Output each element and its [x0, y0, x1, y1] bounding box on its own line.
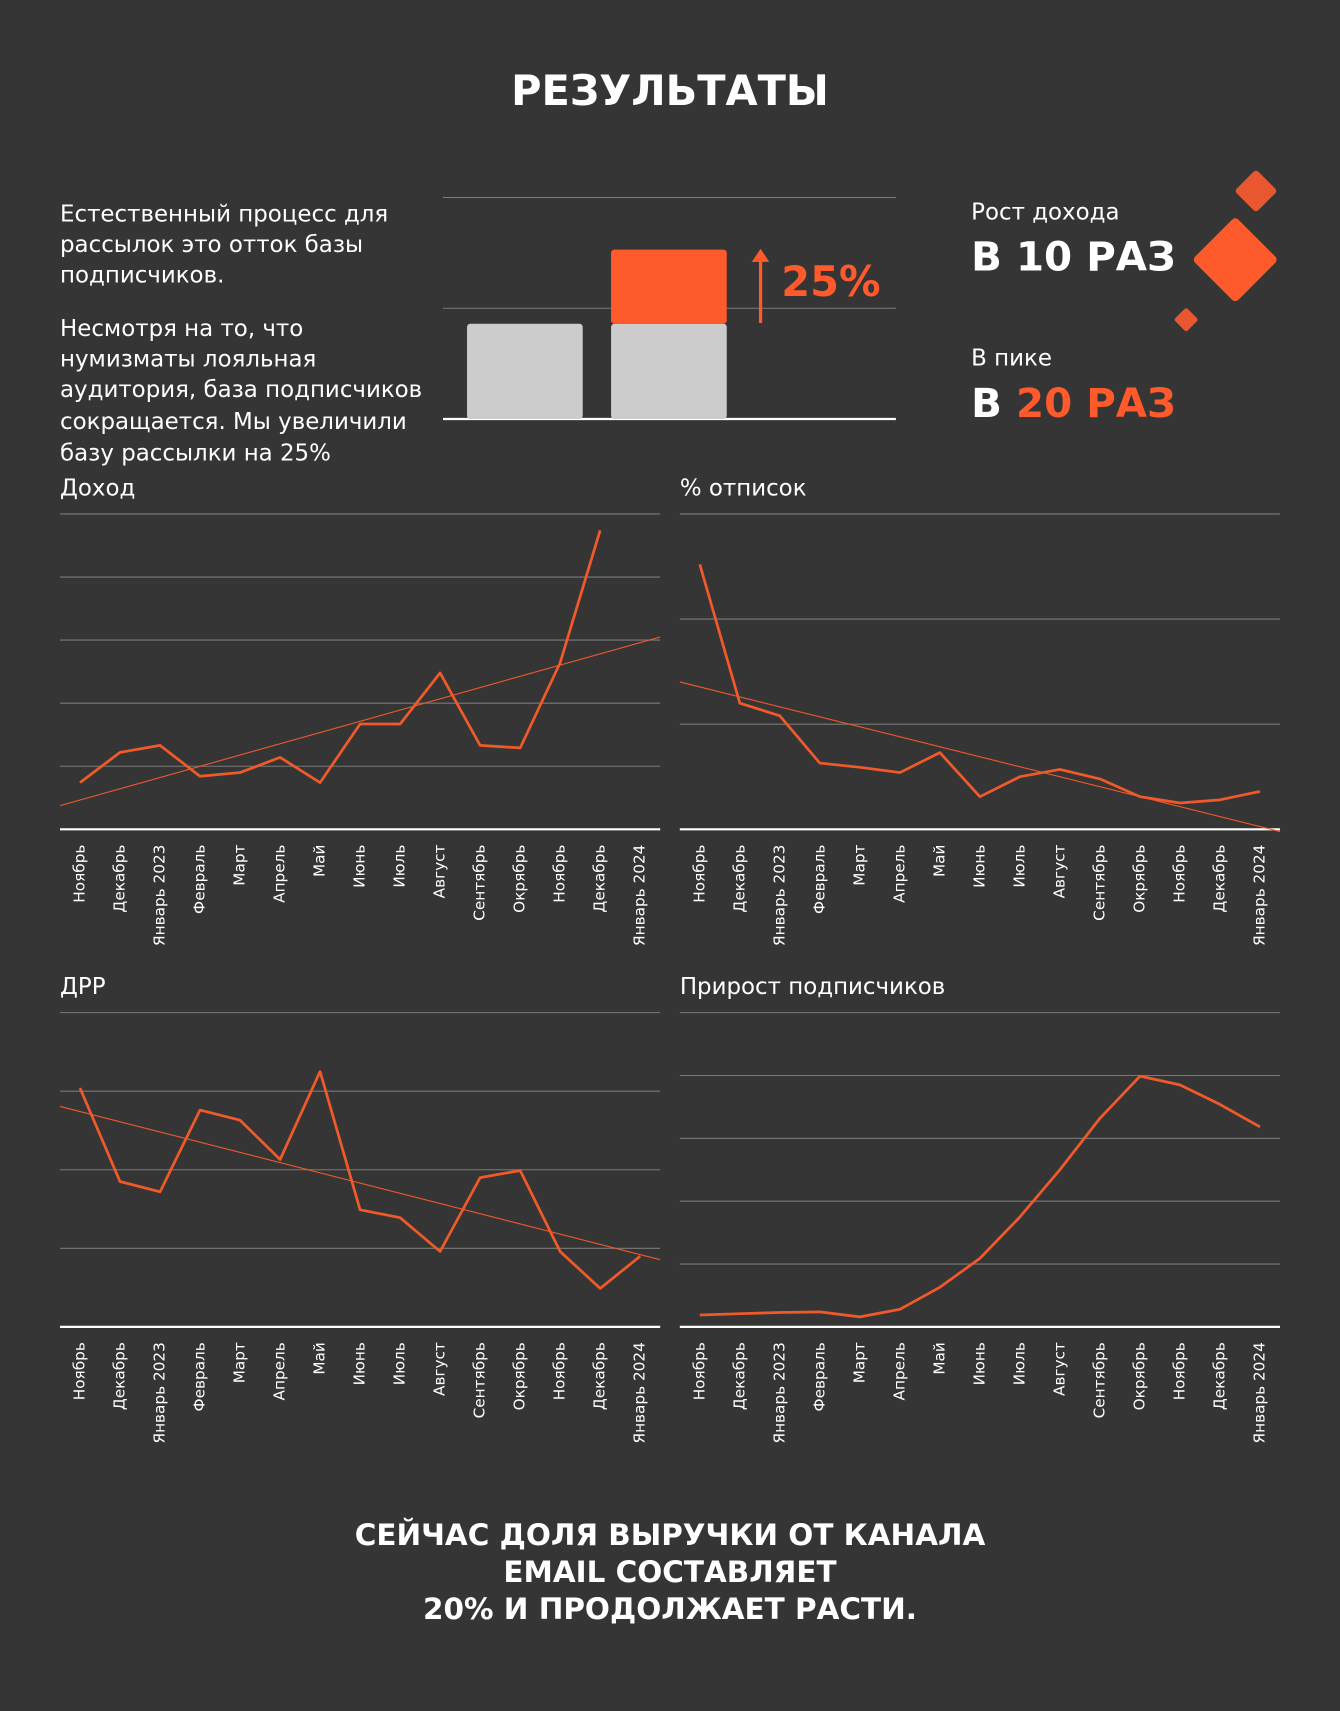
annotation: 25% [781, 258, 880, 306]
x-tick-label: Январь 2024 [631, 1342, 649, 1443]
data-line [79, 529, 602, 784]
x-tick-label: Июнь [351, 845, 369, 888]
x-tick-label: Август [1050, 1342, 1068, 1396]
arrow-head [751, 248, 770, 262]
intro-line: Несмотря на то, что [60, 316, 303, 342]
chart-title: Прирост подписчиков [680, 974, 945, 1000]
x-tick-label: Август [1050, 844, 1068, 898]
x-tick-label: Декабрь [730, 845, 748, 913]
x-tick-label: Февраль [810, 1342, 828, 1411]
x-tick-label: Август [431, 844, 449, 898]
x-tick-label: Июль [1010, 845, 1028, 888]
x-tick-label: Декабрь [1210, 845, 1228, 913]
chart-title: % отписок [680, 475, 807, 501]
x-tick-label: Декабрь [111, 1342, 129, 1410]
data-line [698, 563, 1261, 805]
x-tick-label: Апрель [890, 1342, 908, 1400]
footer-line: СЕЙЧАС ДОЛЯ ВЫРУЧКИ ОТ КАНАЛА [355, 1517, 986, 1552]
bar-segment [611, 323, 727, 420]
intro-line: рассылок это отток базы [60, 232, 363, 258]
page-title: РЕЗУЛЬТАТЫ [511, 67, 829, 115]
x-tick-label: Май [930, 1342, 948, 1374]
x-tick-label: Февраль [191, 845, 209, 914]
diamond-decoration [1193, 218, 1277, 302]
x-tick-label: Июнь [351, 1342, 369, 1385]
x-tick-label: Сентябрь [1090, 1342, 1108, 1418]
x-tick-label: Февраль [810, 845, 828, 914]
intro-line: сокращается. Мы увеличили [60, 409, 407, 435]
trend-line [679, 681, 1281, 833]
x-tick-label: Апрель [271, 1342, 289, 1400]
x-tick-label: Январь 2024 [1250, 845, 1268, 946]
x-tick-label: Окрябрь [1130, 845, 1148, 913]
peak-value-line: В 20 РАЗ [971, 380, 1176, 427]
x-tick-label: Июль [391, 845, 409, 888]
x-tick-label: Февраль [191, 1342, 209, 1411]
trend-line [59, 636, 661, 807]
x-tick-label: Окрябрь [511, 1342, 529, 1410]
intro-line: аудитория, база подписчиков [60, 377, 422, 403]
x-tick-label: Сентябрь [471, 1342, 489, 1418]
x-tick-label: Май [930, 845, 948, 877]
x-tick-label: Ноябрь [690, 845, 708, 903]
x-tick-label: Апрель [271, 845, 289, 903]
x-tick-label: Март [231, 1342, 249, 1383]
x-tick-label: Декабрь [1210, 1342, 1228, 1410]
x-tick-label: Декабрь [591, 845, 609, 913]
x-tick-label: Ноябрь [71, 845, 89, 903]
intro-line: нумизматы лояльная [60, 347, 316, 373]
x-tick-label: Январь 2023 [770, 845, 788, 946]
x-tick-label: Апрель [890, 845, 908, 903]
x-tick-label: Май [311, 1342, 329, 1374]
peak-label: В пике [971, 346, 1052, 372]
x-tick-label: Ноябрь [551, 1342, 569, 1400]
bar-segment [611, 249, 727, 324]
x-tick-label: Март [850, 844, 868, 885]
x-tick-label: Ноябрь [551, 845, 569, 903]
x-tick-label: Декабрь [730, 1342, 748, 1410]
x-tick-label: Ноябрь [690, 1342, 708, 1400]
peak-prefix: В [971, 380, 1002, 427]
footer-line: EMAIL СОСТАВЛЯЕТ [503, 1555, 836, 1589]
data-line [78, 1070, 642, 1290]
x-tick-label: Сентябрь [1090, 845, 1108, 921]
trend-line [59, 1105, 661, 1261]
footer-line: 20% И ПРОДОЛЖАЕТ РАСТИ. [423, 1592, 917, 1626]
diamond-decoration [1174, 308, 1198, 332]
x-tick-label: Июнь [970, 1342, 988, 1385]
data-line [699, 1074, 1261, 1319]
x-tick-label: Июль [391, 1342, 409, 1385]
x-tick-label: Май [311, 845, 329, 877]
growth-value: В 10 РАЗ [971, 234, 1176, 281]
x-tick-label: Январь 2023 [151, 845, 169, 946]
x-tick-label: Сентябрь [471, 845, 489, 921]
x-tick-label: Январь 2024 [631, 845, 649, 946]
x-tick-label: Июнь [970, 845, 988, 888]
x-tick-label: Декабрь [111, 845, 129, 913]
chart-title: Доход [60, 475, 135, 501]
growth-label: Рост дохода [971, 199, 1119, 225]
x-tick-label: Ноябрь [1170, 1342, 1188, 1400]
x-tick-label: Январь 2023 [151, 1342, 169, 1443]
intro-line: Естественный процесс для [60, 201, 388, 227]
bar-segment [467, 323, 583, 420]
x-tick-label: Ноябрь [1170, 845, 1188, 903]
x-tick-label: Декабрь [591, 1342, 609, 1410]
x-tick-label: Июль [1010, 1342, 1028, 1385]
x-tick-label: Ноябрь [71, 1342, 89, 1400]
x-tick-label: Окрябрь [511, 845, 529, 913]
intro-line: подписчиков. [60, 263, 224, 289]
peak-value: 20 РАЗ [1016, 380, 1176, 427]
x-tick-label: Март [850, 1342, 868, 1383]
x-tick-label: Январь 2024 [1250, 1342, 1268, 1443]
x-tick-label: Август [431, 1342, 449, 1396]
chart-title: ДРР [60, 974, 106, 1000]
diamond-decoration [1235, 170, 1277, 212]
x-tick-label: Окрябрь [1130, 1342, 1148, 1410]
x-tick-label: Март [231, 844, 249, 885]
intro-line: базу рассылки на 25% [60, 440, 331, 466]
x-tick-label: Январь 2023 [770, 1342, 788, 1443]
